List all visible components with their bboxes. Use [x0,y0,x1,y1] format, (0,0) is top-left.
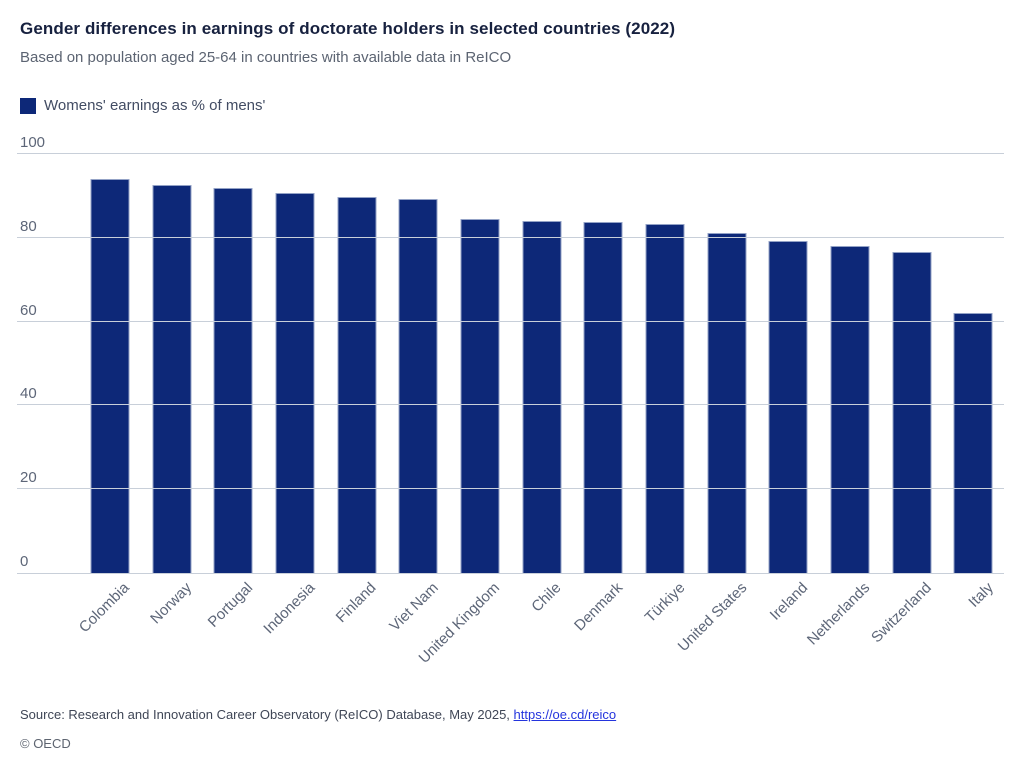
x-axis-label-indonesia: Indonesia [260,579,319,638]
bar-united-kingdom [460,218,500,573]
legend-swatch [20,97,36,114]
bar-netherlands [830,246,870,573]
copyright-note: © OECD [20,736,71,751]
source-note: Source: Research and Innovation Career O… [20,707,616,722]
gridline-20 [17,488,1004,490]
bar-chile [522,220,562,573]
x-axis-label-norway: Norway [146,579,195,628]
gridline-40 [17,404,1004,406]
legend-label: Womens' earnings as % of mens' [44,97,266,114]
page-title: Gender differences in earnings of doctor… [20,19,676,38]
source-text: Source: Research and Innovation Career O… [20,707,514,722]
bar-colombia [90,179,130,573]
gridline-80 [17,236,1004,238]
category-slot-united-states: United States [674,154,758,655]
category-slot-chile: Chile [511,154,573,615]
x-axis-label-denmark: Denmark [571,579,627,635]
y-axis-tick-label: 40 [20,385,37,403]
bar-portugal [213,188,253,573]
page-subtitle: Based on population aged 25-64 in countr… [20,49,512,66]
bar-switzerland [892,252,932,573]
category-slot-viet-nam: Viet Nam [386,154,449,635]
category-slot-colombia: Colombia [76,154,141,636]
x-axis-label-italy: Italy [965,579,997,611]
category-slot-switzerland: Switzerland [868,154,943,646]
category-slot-portugal: Portugal [202,154,264,631]
bar-türkiye [645,223,685,573]
category-slot-italy: Italy [942,154,1004,611]
bar-viet-nam [398,198,438,573]
source-link[interactable]: https://oe.cd/reico [513,707,617,722]
category-slot-united-kingdom: United Kingdom [416,154,511,667]
bar-finland [337,196,377,573]
bar-indonesia [275,193,315,573]
bar-ireland [768,241,808,573]
category-slot-finland: Finland [326,154,388,626]
x-axis-label-viet-nam: Viet Nam [386,579,442,635]
category-slot-norway: Norway [141,154,203,627]
x-axis-label-colombia: Colombia [76,579,134,637]
bar-chart-plot-area: Colombia Norway Portugal Indonesia Finland Vi… [17,135,1004,667]
gridline-0 [17,573,1004,574]
category-slot-türkiye: Türkiye [634,154,696,626]
x-axis-label-switzerland: Switzerland [868,579,935,647]
gridline-60 [17,320,1004,322]
y-axis-tick-label: 80 [20,217,37,235]
y-axis-tick-label: 0 [20,553,29,570]
category-slot-indonesia: Indonesia [260,154,326,637]
chart-legend: Womens' earnings as % of mens' [20,97,265,114]
bar-denmark [583,222,623,573]
category-slot-netherlands: Netherlands [804,154,881,649]
x-axis-label-ireland: Ireland [767,579,812,624]
bars-container: Colombia Norway Portugal Indonesia Finland Vi… [76,154,1004,667]
x-axis-label-netherlands: Netherlands [804,579,874,649]
x-axis-label-chile: Chile [528,579,565,616]
category-slot-ireland: Ireland [757,154,819,624]
y-axis-tick-label: 60 [20,301,37,319]
category-slot-denmark: Denmark [571,154,634,634]
y-axis-tick-label: 20 [20,469,37,487]
x-axis-label-portugal: Portugal [204,579,257,631]
bar-united-states [707,232,747,573]
bar-norway [152,185,191,573]
y-axis-tick-label: 100 [20,134,46,151]
bar-italy [953,313,993,573]
gridline-100 [17,153,1004,154]
x-axis-label-türkiye: Türkiye [641,579,689,627]
x-axis-label-finland: Finland [333,579,380,627]
